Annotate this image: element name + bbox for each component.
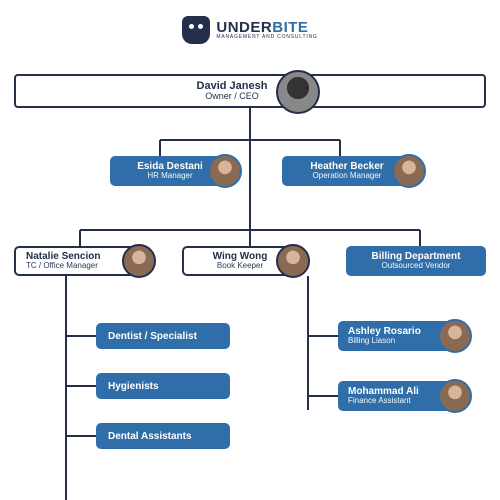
avatar-book-keeper bbox=[276, 244, 310, 278]
bc-0-title: Billing Liason bbox=[348, 337, 446, 346]
logo-area: UNDERBITE MANAGEMENT AND CONSULTING bbox=[0, 16, 500, 44]
logo-text: UNDERBITE MANAGEMENT AND CONSULTING bbox=[216, 20, 317, 40]
avatar-hr-manager bbox=[208, 154, 242, 188]
avatar-ceo bbox=[276, 70, 320, 114]
avatar-finance-assistant bbox=[438, 379, 472, 413]
l2-0-title: HR Manager bbox=[120, 172, 220, 181]
node-billing-dept: Billing Department Outsourced Vendor bbox=[346, 246, 486, 276]
ceo-node: David Janesh Owner / CEO bbox=[14, 74, 486, 108]
l3-0-title: TC / Office Manager bbox=[26, 262, 130, 271]
brand-tagline: MANAGEMENT AND CONSULTING bbox=[216, 35, 317, 40]
bc-1-title: Finance Assistant bbox=[348, 397, 446, 406]
avatar-billing-liaison bbox=[438, 319, 472, 353]
role-0-label: Dentist / Specialist bbox=[108, 331, 197, 342]
role-1-label: Hygienists bbox=[108, 381, 159, 392]
l3-2-title: Outsourced Vendor bbox=[356, 262, 476, 271]
role-dental-assistants: Dental Assistants bbox=[96, 423, 230, 449]
ceo-title: Owner / CEO bbox=[197, 92, 268, 102]
logo-icon bbox=[182, 16, 210, 44]
avatar-op-manager bbox=[392, 154, 426, 188]
avatar-office-manager bbox=[122, 244, 156, 278]
role-2-label: Dental Assistants bbox=[108, 431, 192, 442]
role-dentist: Dentist / Specialist bbox=[96, 323, 230, 349]
role-hygienists: Hygienists bbox=[96, 373, 230, 399]
l3-1-title: Book Keeper bbox=[194, 262, 286, 271]
l2-1-title: Operation Manager bbox=[292, 172, 402, 181]
